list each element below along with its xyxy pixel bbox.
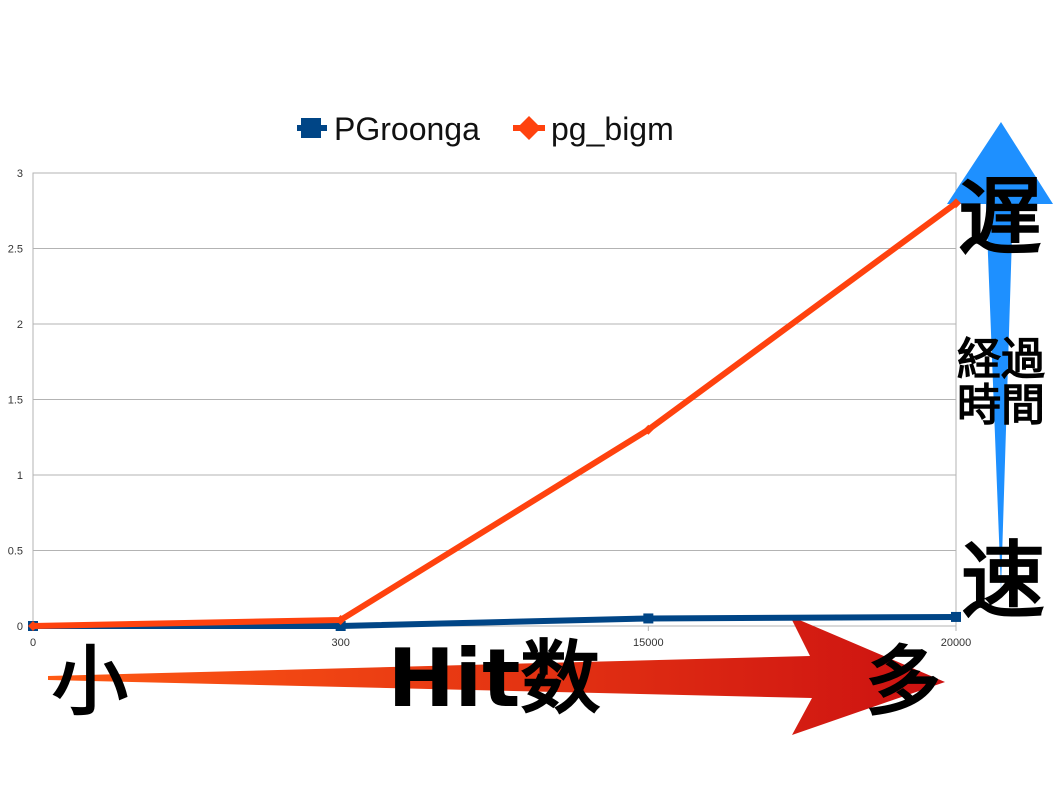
data-point-pgroonga bbox=[643, 613, 654, 624]
data-point-pg-bigm bbox=[951, 198, 961, 209]
legend-label-pgroonga: PGroonga bbox=[334, 111, 480, 147]
y-tick-label: 0 bbox=[17, 621, 23, 633]
y-tick-label: 1 bbox=[17, 470, 23, 482]
y-tick-label: 0.5 bbox=[8, 546, 23, 558]
legend-marker-pg-bigm bbox=[517, 116, 541, 140]
y-tick-label: 1.5 bbox=[8, 395, 23, 407]
x-direction-arrow bbox=[48, 616, 945, 735]
x-tick-label: 20000 bbox=[941, 637, 972, 649]
x-tick-label: 300 bbox=[331, 637, 349, 649]
data-point-pg-bigm bbox=[643, 424, 654, 435]
x-tick-label: 15000 bbox=[633, 637, 664, 649]
slow-label: 遅 bbox=[958, 168, 1042, 266]
data-point-pgroonga bbox=[951, 611, 961, 622]
fast-label: 速 bbox=[961, 532, 1045, 630]
tick-layer: 0 0.5 1 1.5 2 2.5 3 0 300 15000 20000 bbox=[8, 168, 972, 649]
y-tick-label: 2.5 bbox=[8, 244, 23, 256]
data-point-pg-bigm bbox=[28, 621, 38, 631]
y-direction-arrow bbox=[947, 122, 1053, 590]
grid-layer bbox=[32, 172, 957, 627]
legend: PGroonga pg_bigm bbox=[297, 111, 674, 147]
hit-count-label: Hit数 bbox=[388, 632, 601, 725]
series-line-pgroonga bbox=[30, 613, 959, 629]
x-tick-label: 0 bbox=[30, 637, 36, 649]
few-label: 小 bbox=[52, 637, 128, 726]
elapsed-label-line2: 時間 bbox=[957, 380, 1045, 431]
many-label: 多 bbox=[865, 637, 941, 726]
legend-marker-pgroonga bbox=[301, 118, 321, 138]
y-tick-label: 3 bbox=[17, 168, 23, 180]
series-layer bbox=[28, 198, 961, 631]
legend-label-pg-bigm: pg_bigm bbox=[551, 111, 674, 147]
series-line-pg-bigm bbox=[30, 200, 959, 629]
elapsed-label-line1: 経過 bbox=[957, 334, 1046, 385]
data-point-pg-bigm bbox=[335, 614, 346, 625]
y-tick-label: 2 bbox=[17, 319, 23, 331]
data-point-pgroonga bbox=[335, 621, 346, 631]
